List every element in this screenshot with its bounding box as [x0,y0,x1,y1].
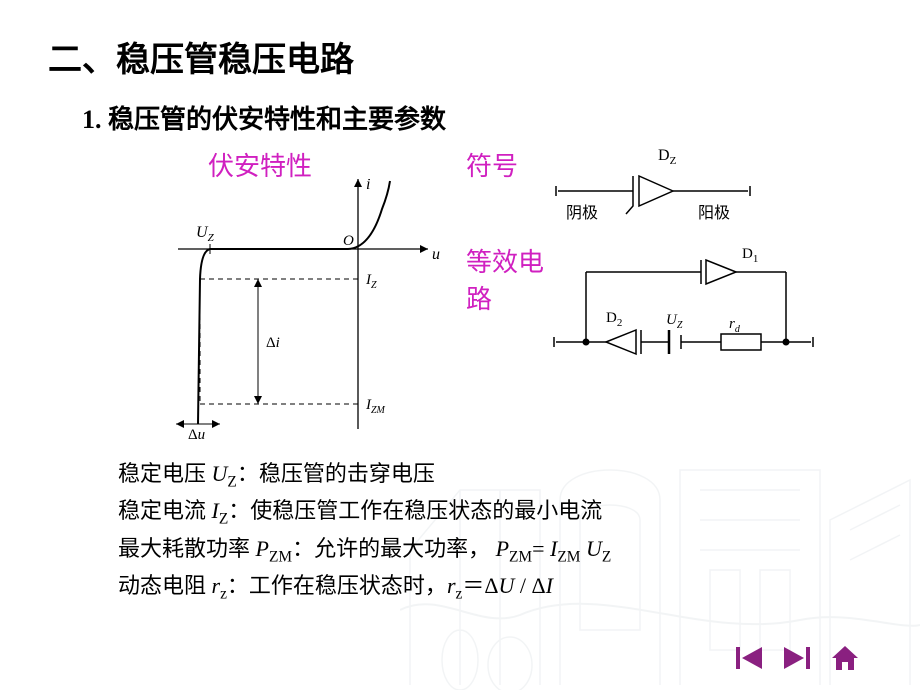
equiv-circuit: D1 D2 [546,242,826,372]
svg-text:Δu: Δu [188,427,205,439]
svg-text:O: O [343,233,354,249]
param-iz: 稳定电流 IZ：使稳压管工作在稳压状态的最小电流 [118,494,872,531]
svg-text:UZ: UZ [196,224,215,244]
svg-text:D2: D2 [606,310,622,329]
equiv-label: 等效电路 [466,242,544,316]
symbol-label: 符号 [466,146,518,183]
svg-text:阴极: 阴极 [566,204,598,222]
parameter-list: 稳定电压 UZ：稳压管的击穿电压 稳定电流 IZ：使稳压管工作在稳压状态的最小电… [118,457,872,606]
param-rz: 动态电阻 rz：工作在稳压状态时，rz＝ΔU / ΔI [118,569,872,606]
svg-text:Δi: Δi [266,335,280,351]
svg-text:阳极: 阳极 [698,204,730,222]
svg-text:IZM: IZM [365,397,386,416]
svg-text:UZ: UZ [666,312,683,331]
svg-text:rd: rd [729,316,741,335]
subsection-title: 1. 稳压管的伏安特性和主要参数 [82,99,872,136]
section-title: 二、稳压管稳压电路 [48,32,872,81]
nav-next-button[interactable] [782,644,812,672]
iv-label: 伏安特性 [208,146,458,183]
svg-text:u: u [432,246,440,263]
nav-home-button[interactable] [830,644,860,672]
param-pzm: 最大耗散功率 PZM：允许的最大功率， PZM= IZM UZ [118,532,872,569]
svg-text:D1: D1 [742,246,758,265]
nav-bar [734,644,860,672]
svg-text:i: i [366,179,370,193]
svg-text:IZ: IZ [365,272,377,291]
nav-prev-button[interactable] [734,644,764,672]
zener-symbol: DZ 阴极 阳极 [538,146,758,236]
iv-graph: UZ i u O IZ IZM Δi Δu [138,179,458,439]
svg-text:DZ: DZ [658,147,677,167]
param-uz: 稳定电压 UZ：稳压管的击穿电压 [118,457,872,494]
